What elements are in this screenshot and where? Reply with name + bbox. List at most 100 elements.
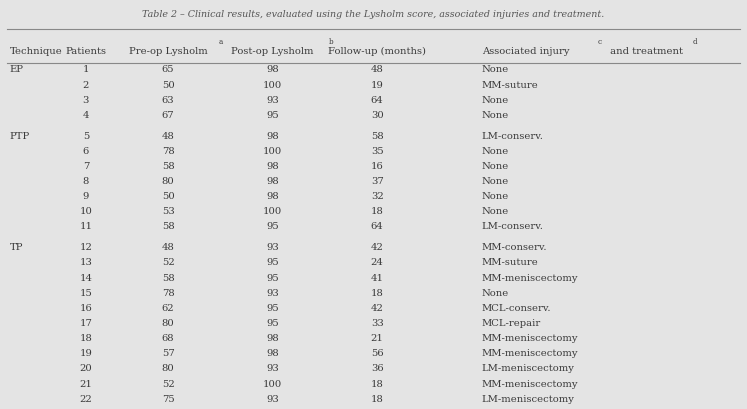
Text: None: None xyxy=(482,147,509,156)
Text: 5: 5 xyxy=(83,132,89,141)
Text: Table 2 – Clinical results, evaluated using the Lysholm score, associated injuri: Table 2 – Clinical results, evaluated us… xyxy=(143,10,604,19)
Text: a: a xyxy=(219,38,223,46)
Text: 57: 57 xyxy=(161,349,175,358)
Text: 98: 98 xyxy=(266,177,279,186)
Text: 80: 80 xyxy=(161,177,175,186)
Text: 11: 11 xyxy=(79,222,93,231)
Text: None: None xyxy=(482,162,509,171)
Text: 75: 75 xyxy=(161,395,175,404)
Text: 50: 50 xyxy=(161,192,175,201)
Text: Associated injury: Associated injury xyxy=(482,47,569,56)
Text: 78: 78 xyxy=(161,147,175,156)
Text: 24: 24 xyxy=(371,258,384,267)
Text: 18: 18 xyxy=(371,207,384,216)
Text: 15: 15 xyxy=(79,289,93,298)
Text: MM-suture: MM-suture xyxy=(482,258,539,267)
Text: LM-meniscectomy: LM-meniscectomy xyxy=(482,395,574,404)
Text: Technique: Technique xyxy=(10,47,63,56)
Text: 52: 52 xyxy=(161,258,175,267)
Text: 10: 10 xyxy=(79,207,93,216)
Text: 95: 95 xyxy=(266,274,279,283)
Text: 35: 35 xyxy=(371,147,384,156)
Text: None: None xyxy=(482,192,509,201)
Text: 1: 1 xyxy=(83,65,89,74)
Text: 100: 100 xyxy=(263,207,282,216)
Text: 42: 42 xyxy=(371,243,384,252)
Text: 21: 21 xyxy=(371,334,384,343)
Text: 3: 3 xyxy=(83,96,89,105)
Text: 68: 68 xyxy=(162,334,174,343)
Text: 18: 18 xyxy=(371,289,384,298)
Text: 20: 20 xyxy=(79,364,93,373)
Text: 36: 36 xyxy=(371,364,383,373)
Text: None: None xyxy=(482,207,509,216)
Text: 6: 6 xyxy=(83,147,89,156)
Text: MM-meniscectomy: MM-meniscectomy xyxy=(482,334,578,343)
Text: 62: 62 xyxy=(162,304,174,313)
Text: Post-op Lysholm: Post-op Lysholm xyxy=(232,47,314,56)
Text: 100: 100 xyxy=(263,81,282,90)
Text: 9: 9 xyxy=(83,192,89,201)
Text: 22: 22 xyxy=(79,395,93,404)
Text: 93: 93 xyxy=(266,96,279,105)
Text: c: c xyxy=(598,38,602,46)
Text: 93: 93 xyxy=(266,289,279,298)
Text: 98: 98 xyxy=(266,192,279,201)
Text: 18: 18 xyxy=(371,380,384,389)
Text: 95: 95 xyxy=(266,222,279,231)
Text: MCL-conserv.: MCL-conserv. xyxy=(482,304,551,313)
Text: 93: 93 xyxy=(266,243,279,252)
Text: 65: 65 xyxy=(162,65,174,74)
Text: 80: 80 xyxy=(161,364,175,373)
Text: 78: 78 xyxy=(161,289,175,298)
Text: 95: 95 xyxy=(266,319,279,328)
Text: 16: 16 xyxy=(371,162,384,171)
Text: 18: 18 xyxy=(79,334,93,343)
Text: 93: 93 xyxy=(266,364,279,373)
Text: 52: 52 xyxy=(161,380,175,389)
Text: and treatment: and treatment xyxy=(607,47,684,56)
Text: None: None xyxy=(482,289,509,298)
Text: None: None xyxy=(482,177,509,186)
Text: 30: 30 xyxy=(371,111,384,120)
Text: 42: 42 xyxy=(371,304,384,313)
Text: 19: 19 xyxy=(371,81,384,90)
Text: 53: 53 xyxy=(161,207,175,216)
Text: 64: 64 xyxy=(371,96,384,105)
Text: MM-meniscectomy: MM-meniscectomy xyxy=(482,380,578,389)
Text: LM-conserv.: LM-conserv. xyxy=(482,222,544,231)
Text: 67: 67 xyxy=(162,111,174,120)
Text: MM-meniscectomy: MM-meniscectomy xyxy=(482,274,578,283)
Text: None: None xyxy=(482,111,509,120)
Text: 95: 95 xyxy=(266,111,279,120)
Text: PTP: PTP xyxy=(10,132,30,141)
Text: 58: 58 xyxy=(371,132,384,141)
Text: 64: 64 xyxy=(371,222,384,231)
Text: 17: 17 xyxy=(79,319,93,328)
Text: d: d xyxy=(692,38,697,46)
Text: MCL-repair: MCL-repair xyxy=(482,319,541,328)
Text: 33: 33 xyxy=(371,319,384,328)
Text: 56: 56 xyxy=(371,349,383,358)
Text: 48: 48 xyxy=(371,65,384,74)
Text: Follow-up (months): Follow-up (months) xyxy=(328,47,427,56)
Text: 58: 58 xyxy=(161,274,175,283)
Text: Patients: Patients xyxy=(66,47,106,56)
Text: 58: 58 xyxy=(161,162,175,171)
Text: 19: 19 xyxy=(79,349,93,358)
Text: 98: 98 xyxy=(266,162,279,171)
Text: EP: EP xyxy=(10,65,24,74)
Text: None: None xyxy=(482,96,509,105)
Text: 21: 21 xyxy=(79,380,93,389)
Text: MM-meniscectomy: MM-meniscectomy xyxy=(482,349,578,358)
Text: 18: 18 xyxy=(371,395,384,404)
Text: MM-suture: MM-suture xyxy=(482,81,539,90)
Text: 63: 63 xyxy=(162,96,174,105)
Text: 95: 95 xyxy=(266,304,279,313)
Text: 98: 98 xyxy=(266,132,279,141)
Text: LM-meniscectomy: LM-meniscectomy xyxy=(482,364,574,373)
Text: 58: 58 xyxy=(161,222,175,231)
Text: 100: 100 xyxy=(263,147,282,156)
Text: 8: 8 xyxy=(83,177,89,186)
Text: 37: 37 xyxy=(371,177,384,186)
